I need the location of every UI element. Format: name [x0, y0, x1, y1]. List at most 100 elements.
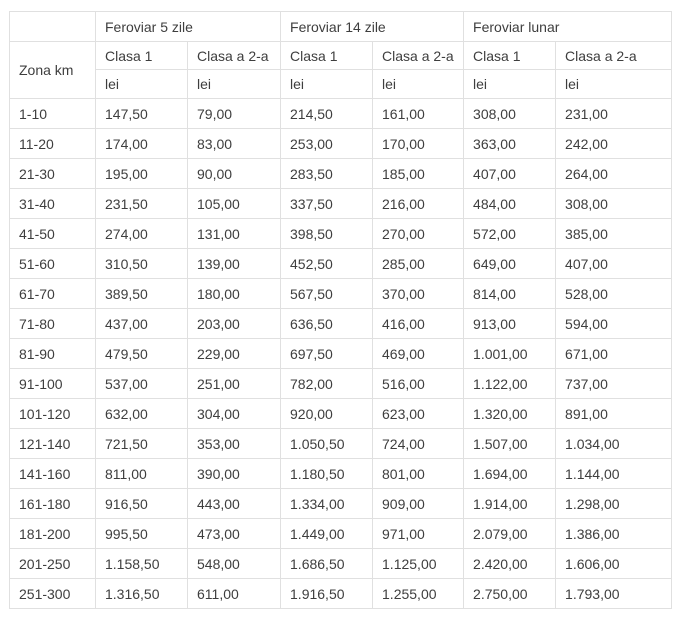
- zona-cell: 181-200: [9, 518, 96, 549]
- fare-cell: 174,00: [95, 128, 188, 159]
- fare-cell: 636,50: [280, 308, 374, 339]
- fare-cell: 310,50: [95, 248, 188, 279]
- fare-cell: 390,00: [186, 458, 282, 489]
- fare-cell: 1.001,00: [463, 338, 557, 369]
- fare-cell: 105,00: [186, 188, 282, 219]
- table-row: 121-140 721,50 353,00 1.050,50 724,00 1.507,0…: [9, 428, 673, 459]
- fare-cell: 253,00: [280, 128, 374, 159]
- zona-km-header: Zona km: [9, 41, 96, 99]
- fare-cell: 548,00: [186, 548, 282, 579]
- fare-cell: 611,00: [186, 578, 282, 609]
- unit-header: lei: [555, 69, 673, 99]
- table-row: 81-90 479,50 229,00 697,50 469,00 1.001,00 671…: [9, 338, 673, 369]
- fare-cell: 572,00: [463, 218, 557, 249]
- zona-cell: 141-160: [9, 458, 96, 489]
- fare-cell: 170,00: [372, 128, 465, 159]
- fare-cell: 139,00: [186, 248, 282, 279]
- fare-cell: 1.334,00: [280, 488, 374, 519]
- fare-cell: 229,00: [186, 338, 282, 369]
- fare-cell: 1.320,00: [463, 398, 557, 429]
- fare-table-head: Feroviar 5 zile Feroviar 14 zile Ferovia…: [9, 11, 673, 99]
- group-header-feroviar-5-zile: Feroviar 5 zile: [94, 11, 282, 42]
- fare-cell: 1.122,00: [463, 368, 557, 399]
- fare-cell: 385,00: [555, 218, 673, 249]
- table-row: 1-10 147,50 79,00 214,50 161,00 308,00 231,00: [9, 98, 673, 129]
- table-row: 141-160 811,00 390,00 1.180,50 801,00 1.694,0…: [9, 458, 673, 489]
- zona-cell: 101-120: [9, 398, 96, 429]
- fare-cell: 737,00: [555, 368, 673, 399]
- header-row-unit: lei lei lei lei lei lei: [10, 69, 673, 99]
- table-row: 31-40 231,50 105,00 337,50 216,00 484,00 308,0…: [9, 188, 673, 219]
- fare-cell: 594,00: [555, 308, 673, 339]
- fare-cell: 398,50: [280, 218, 374, 249]
- fare-cell: 2.750,00: [463, 578, 557, 609]
- header-row-group: Feroviar 5 zile Feroviar 14 zile Ferovia…: [9, 11, 673, 42]
- fare-cell: 353,00: [186, 428, 282, 459]
- fare-cell: 1.606,00: [555, 548, 673, 579]
- fare-cell: 389,50: [95, 278, 188, 309]
- fare-cell: 1.158,50: [95, 548, 188, 579]
- zona-cell: 31-40: [9, 188, 96, 219]
- fare-cell: 308,00: [555, 188, 673, 219]
- class-1-header: Clasa 1: [280, 41, 374, 70]
- zona-cell: 91-100: [9, 368, 96, 399]
- fare-cell: 1.507,00: [463, 428, 557, 459]
- fare-cell: 814,00: [463, 278, 557, 309]
- fare-cell: 1.386,00: [555, 518, 673, 549]
- fare-cell: 1.180,50: [280, 458, 374, 489]
- fare-cell: 623,00: [372, 398, 465, 429]
- fare-cell: 452,50: [280, 248, 374, 279]
- fare-cell: 274,00: [95, 218, 188, 249]
- fare-cell: 697,50: [280, 338, 374, 369]
- zona-cell: 121-140: [9, 428, 96, 459]
- fare-cell: 283,50: [280, 158, 374, 189]
- fare-cell: 484,00: [463, 188, 557, 219]
- unit-header: lei: [280, 69, 374, 99]
- fare-cell: 1.316,50: [95, 578, 188, 609]
- zona-cell: 1-10: [9, 98, 96, 129]
- fare-cell: 185,00: [372, 158, 465, 189]
- fare-cell: 214,50: [280, 98, 374, 129]
- fare-cell: 721,50: [95, 428, 188, 459]
- table-row: 71-80 437,00 203,00 636,50 416,00 913,00 594,0…: [9, 308, 673, 339]
- fare-cell: 195,00: [95, 158, 188, 189]
- fare-cell: 363,00: [463, 128, 557, 159]
- zona-cell: 61-70: [9, 278, 96, 309]
- table-row: 41-50 274,00 131,00 398,50 270,00 572,00 385,0…: [9, 218, 673, 249]
- class-2-header: Clasa a 2-a: [186, 41, 282, 70]
- class-2-header: Clasa a 2-a: [372, 41, 465, 70]
- fare-cell: 567,50: [280, 278, 374, 309]
- fare-cell: 407,00: [555, 248, 673, 279]
- table-row: 161-180 916,50 443,00 1.334,00 909,00 1.914,0…: [9, 488, 673, 519]
- table-row: 21-30 195,00 90,00 283,50 185,00 407,00 264,00: [9, 158, 673, 189]
- fare-cell: 479,50: [95, 338, 188, 369]
- fare-cell: 270,00: [372, 218, 465, 249]
- fare-table: Feroviar 5 zile Feroviar 14 zile Ferovia…: [9, 11, 673, 609]
- fare-cell: 231,00: [555, 98, 673, 129]
- fare-cell: 916,50: [95, 488, 188, 519]
- fare-cell: 308,00: [463, 98, 557, 129]
- zona-cell: 201-250: [9, 548, 96, 579]
- fare-cell: 1.050,50: [280, 428, 374, 459]
- fare-cell: 801,00: [372, 458, 465, 489]
- fare-cell: 161,00: [372, 98, 465, 129]
- fare-cell: 251,00: [186, 368, 282, 399]
- fare-cell: 1.916,50: [280, 578, 374, 609]
- fare-cell: 473,00: [186, 518, 282, 549]
- fare-table-body: 1-10 147,50 79,00 214,50 161,00 308,00 231,00 1…: [9, 98, 673, 609]
- zona-cell: 251-300: [9, 578, 96, 609]
- fare-cell: 920,00: [280, 398, 374, 429]
- fare-cell: 528,00: [555, 278, 673, 309]
- zona-cell: 21-30: [9, 158, 96, 189]
- fare-cell: 285,00: [372, 248, 465, 279]
- table-row: 201-250 1.158,50 548,00 1.686,50 1.125,00 2.4…: [9, 548, 673, 579]
- fare-cell: 516,00: [372, 368, 465, 399]
- fare-cell: 443,00: [186, 488, 282, 519]
- table-row: 61-70 389,50 180,00 567,50 370,00 814,00 528,0…: [9, 278, 673, 309]
- fare-cell: 231,50: [95, 188, 188, 219]
- fare-cell: 1.034,00: [555, 428, 673, 459]
- fare-cell: 203,00: [186, 308, 282, 339]
- fare-cell: 407,00: [463, 158, 557, 189]
- fare-cell: 1.144,00: [555, 458, 673, 489]
- fare-cell: 891,00: [555, 398, 673, 429]
